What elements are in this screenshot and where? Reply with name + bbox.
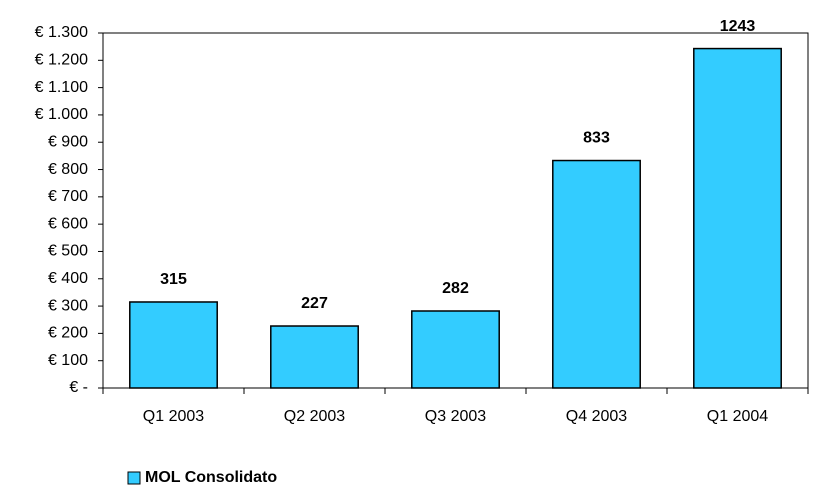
y-tick-label: € 600 (48, 215, 88, 232)
bar (270, 325, 359, 389)
y-tick-label: € 300 (48, 297, 88, 314)
x-tick-label: Q1 2004 (707, 408, 768, 425)
bar (693, 47, 782, 389)
value-label: 227 (301, 295, 328, 312)
value-label: 315 (160, 271, 187, 288)
bar (411, 310, 500, 389)
x-tick-label: Q1 2003 (143, 408, 204, 425)
y-tick-label: € 1.000 (35, 106, 88, 123)
y-tick-label: € 700 (48, 188, 88, 205)
bar (552, 159, 641, 389)
x-tick-label: Q4 2003 (566, 408, 627, 425)
x-tick-label: Q2 2003 (284, 408, 345, 425)
y-tick-label: € 900 (48, 133, 88, 150)
y-tick-label: € 200 (48, 325, 88, 342)
y-tick-label: € 500 (48, 243, 88, 260)
x-tick-label: Q3 2003 (425, 408, 486, 425)
y-tick-label: € 1.200 (35, 52, 88, 69)
y-tick-label: € - (69, 379, 88, 396)
y-tick-label: € 400 (48, 270, 88, 287)
legend-swatch (127, 471, 141, 485)
y-tick-label: € 1.300 (35, 24, 88, 41)
value-label: 833 (583, 130, 610, 147)
legend-label: MOL Consolidato (145, 469, 277, 486)
value-label: 282 (442, 280, 469, 297)
value-label: 1243 (720, 18, 756, 35)
y-tick-label: € 800 (48, 161, 88, 178)
y-tick-label: € 100 (48, 352, 88, 369)
y-tick-label: € 1.100 (35, 79, 88, 96)
bar (129, 301, 218, 389)
